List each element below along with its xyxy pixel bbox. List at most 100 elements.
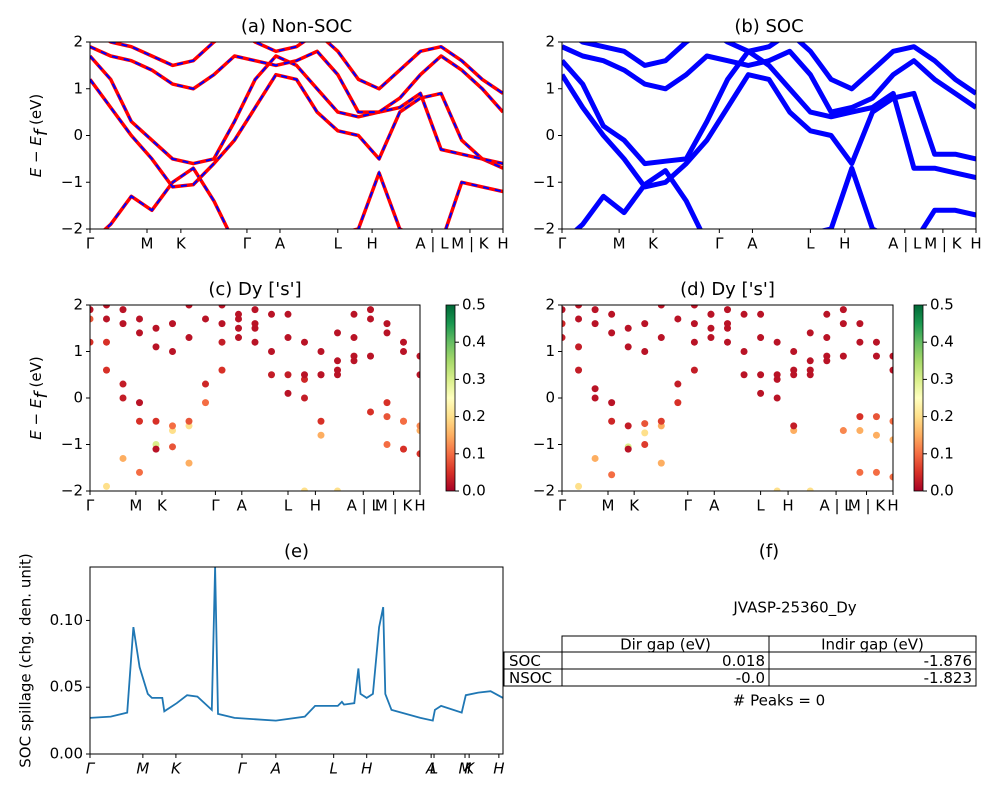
band-point (268, 371, 275, 379)
band-point (400, 417, 407, 425)
plot-area (562, 305, 893, 508)
band-point (889, 352, 893, 360)
colorbar-tick-label: 0.2 (930, 407, 954, 425)
band-point (301, 394, 308, 402)
panel-title: (d) Dy ['s'] (680, 279, 775, 300)
y-axis-label-part: f (31, 390, 52, 399)
band-point (218, 338, 226, 346)
x-tick-label: M | K (451, 235, 490, 253)
band-point (724, 306, 731, 314)
band-point (674, 315, 682, 323)
band-point (136, 417, 143, 425)
band-point (334, 487, 341, 491)
y-tick-label: −2 (61, 482, 83, 500)
band-point (90, 306, 94, 314)
band-point (317, 348, 325, 355)
colorbar-tick-label: 0.4 (930, 333, 954, 351)
table-header: Dir gap (eV) (620, 636, 711, 654)
band-point (383, 413, 391, 421)
band (90, 54, 503, 166)
colorbar-tick-label: 0.1 (930, 444, 954, 462)
band-point (741, 501, 748, 508)
x-tick-label: Γ (558, 235, 567, 253)
band-point (334, 366, 341, 374)
band-point (872, 352, 880, 360)
band-point (740, 310, 748, 318)
band-point (367, 352, 374, 360)
band-point (185, 459, 193, 467)
table-cell-text: NSOC (509, 669, 552, 687)
band (562, 44, 976, 115)
band-point (839, 427, 847, 435)
band-point (823, 334, 831, 342)
band-point (284, 371, 292, 379)
band-point (185, 305, 193, 309)
band-point (202, 380, 209, 388)
y-axis-label-part: (eV) (27, 356, 45, 392)
band-point (383, 399, 391, 407)
band (562, 48, 976, 181)
x-tick-label: H (887, 497, 898, 515)
band-point (624, 422, 632, 430)
band-point (119, 394, 127, 402)
y-tick-label: 0 (545, 389, 555, 407)
band-point (790, 348, 798, 355)
axes-frame (89, 304, 421, 492)
y-tick-label: 2 (73, 296, 83, 314)
band (573, 165, 976, 229)
band-point (740, 348, 748, 355)
colorbar (913, 304, 924, 492)
panel-title: (f) (759, 541, 779, 562)
band-point (301, 487, 308, 491)
band-point (169, 443, 176, 451)
band-point (268, 348, 275, 355)
band-point (350, 352, 358, 360)
y-tick-label: −2 (61, 220, 83, 238)
band-point (757, 371, 765, 379)
band-point (872, 431, 880, 439)
x-tick-label: A (425, 760, 436, 778)
band-point (136, 315, 143, 323)
band-point (169, 422, 176, 430)
band-point (839, 320, 847, 328)
band-point (383, 329, 391, 337)
band-point (252, 506, 259, 513)
band-point (284, 389, 292, 397)
y-tick-label: 1 (545, 79, 555, 97)
band-point (136, 399, 143, 407)
band-point (872, 413, 880, 421)
band-point (856, 338, 864, 346)
band-point (119, 320, 127, 328)
band-point (839, 352, 847, 360)
band-point (152, 324, 160, 332)
band-point (707, 310, 715, 318)
band-point (152, 343, 160, 351)
band-point (251, 306, 259, 314)
table-header: Indir gap (eV) (821, 636, 924, 654)
colorbar-tick-label: 0.5 (930, 296, 954, 314)
band-point (218, 305, 226, 309)
colorbar-tick-label: 0.2 (462, 407, 486, 425)
y-tick-label: 0 (73, 389, 83, 407)
table-footer: # Peaks = 0 (733, 692, 825, 710)
y-tick-label: 1 (545, 342, 555, 360)
panel-title: (c) Dy ['s'] (208, 279, 301, 300)
y-tick-label: 2 (545, 296, 555, 314)
band-point (383, 320, 391, 328)
band-point (367, 408, 374, 416)
band-point (284, 310, 292, 318)
band-point (416, 450, 420, 458)
panel-title: (a) Non-SOC (241, 16, 352, 37)
band-point (575, 315, 583, 323)
band-point (334, 329, 341, 337)
x-tick-label: L (430, 760, 438, 778)
y-tick-label: 2 (73, 33, 83, 51)
band-point (674, 399, 682, 407)
band-point (185, 417, 193, 425)
band-point (707, 324, 715, 332)
band-point (806, 329, 814, 337)
band-point (416, 352, 420, 360)
band-point (562, 320, 566, 328)
band-point (773, 338, 781, 346)
band-point (400, 348, 407, 355)
